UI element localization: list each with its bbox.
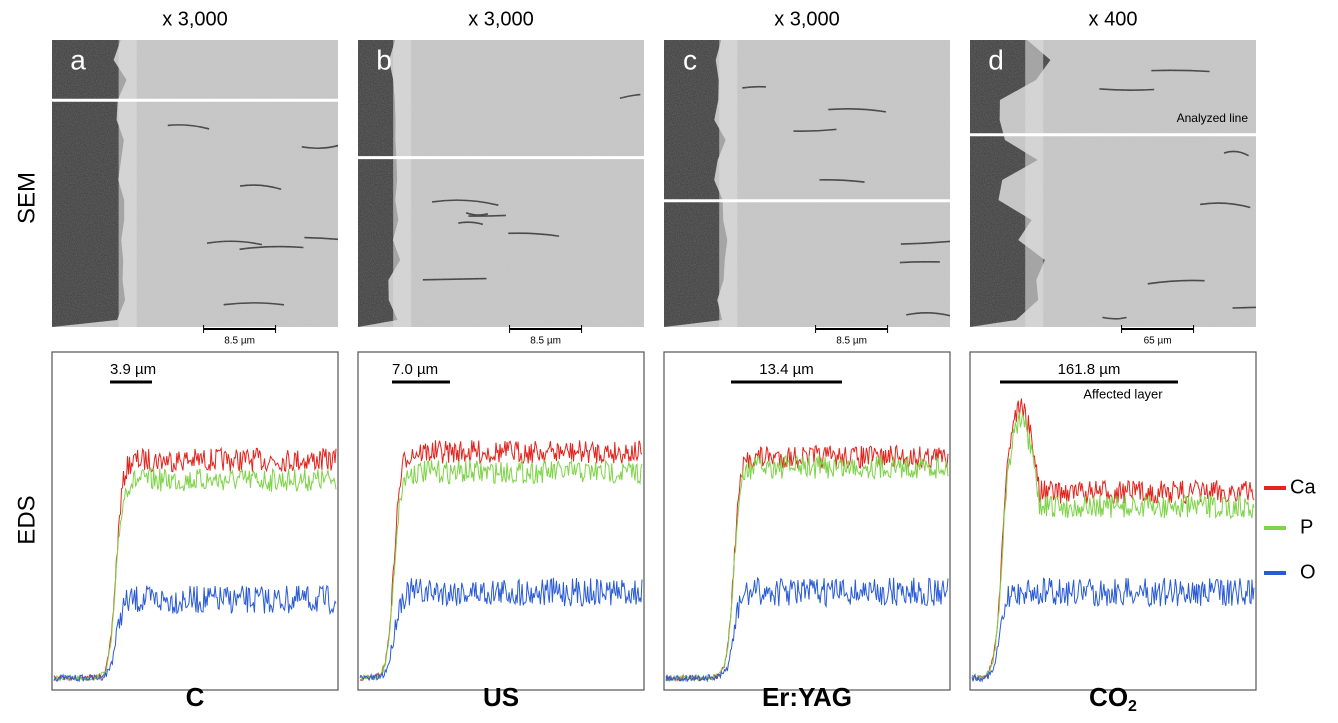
sem-texture [664,40,950,327]
width-label: 3.9 µm [110,361,156,378]
row-label: EDS [13,495,40,544]
panel-letter: a [70,44,86,75]
condition-label: CO2 [1089,682,1137,715]
sem-image: a [52,40,338,327]
condition-label: C [186,682,205,712]
row-label: SEM [13,172,40,224]
sem-image: c [664,40,950,327]
legend-label: Ca [1290,476,1316,498]
condition-label: Er:YAG [762,682,852,712]
scale-label: 8.5 µm [836,336,867,347]
eds-frame [51,351,339,691]
eds-trace [53,584,337,683]
magnification: x 3,000 [468,8,534,30]
eds-trace [53,466,337,682]
scale-label: 8.5 µm [530,336,561,347]
annotation: Affected layer [1083,386,1163,401]
eds-trace [359,440,643,682]
eds-frame [357,351,645,691]
sem-texture [970,40,1256,327]
panel-letter: c [683,44,697,75]
scale-label: 65 µm [1144,336,1172,347]
eds-trace [971,411,1255,682]
sem-image: d Analyzed line [970,40,1256,327]
sem-texture [52,40,338,327]
eds-trace [665,576,949,683]
panel-letter: b [376,44,392,75]
magnification: x 3,000 [162,8,228,30]
width-label: 161.8 µm [1058,361,1121,378]
condition-text: US [483,682,519,712]
condition-label: US [483,682,519,712]
magnification: x 400 [1089,8,1138,30]
eds-trace [359,458,643,682]
condition-text: C [186,682,205,712]
sem-texture [358,40,644,327]
eds-trace [359,577,643,682]
condition-text: Er:YAG [762,682,852,712]
width-label: 7.0 µm [392,361,438,378]
eds-frame [663,351,951,691]
width-label: 13.4 µm [759,361,814,378]
condition-text: CO [1089,682,1128,712]
annotation: Analyzed line [1177,111,1249,125]
magnification: x 3,000 [774,8,840,30]
scale-label: 8.5 µm [224,336,255,347]
eds-frame [969,351,1257,691]
eds-trace [971,577,1255,683]
legend-label: O [1300,561,1316,583]
legend-label: P [1300,516,1313,538]
sem-image: b [358,40,644,327]
eds-trace [665,454,949,682]
panel-letter: d [988,44,1004,75]
condition-subscript: 2 [1128,698,1137,715]
